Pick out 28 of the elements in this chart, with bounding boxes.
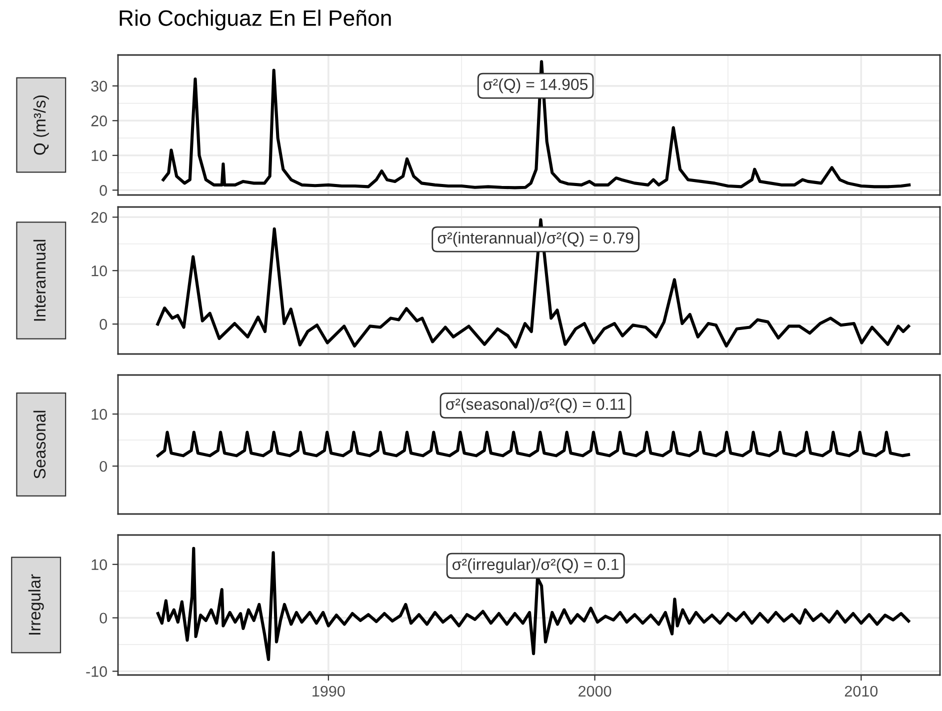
y-tick-label: 10 [92,265,107,276]
y-tick-label: 0 [100,318,107,330]
x-tick-label: 2010 [844,686,878,697]
y-axis-title: Interannual [33,240,46,321]
y-tick-label: 10 [92,150,107,162]
x-tick-label: 1990 [312,686,345,697]
annotation: σ²(seasonal)/σ²(Q) = 0.11 [446,398,626,414]
y-tick-label: 20 [91,212,107,223]
y-tick-label: 0 [100,460,107,472]
chart-title: Rio Cochiguaz En El Peñon [120,10,391,30]
line-series [162,60,911,190]
y-axis-title: Irregular [28,574,44,634]
y-axis-title: Seasonal [33,410,46,478]
line-series [156,430,910,458]
y-tick-label: -10 [86,666,107,677]
y-axis-title: Q (m³/s) [33,95,49,155]
annotation: σ²(Q) = 14.905 [484,78,588,94]
y-tick-label: 30 [91,80,107,92]
annotation: σ²(interannual)/σ²(Q) = 0.79 [438,232,634,247]
x-tick-label: 2000 [578,686,612,697]
line-series [156,546,910,662]
y-tick-label: 0 [100,185,107,196]
annotation: σ²(irregular)/σ²(Q) = 0.1 [452,558,619,574]
y-tick-label: 10 [92,408,107,420]
line-series [156,218,910,349]
y-tick-label: 20 [91,116,107,126]
y-tick-label: 0 [100,612,107,624]
y-tick-label: 10 [92,559,107,570]
